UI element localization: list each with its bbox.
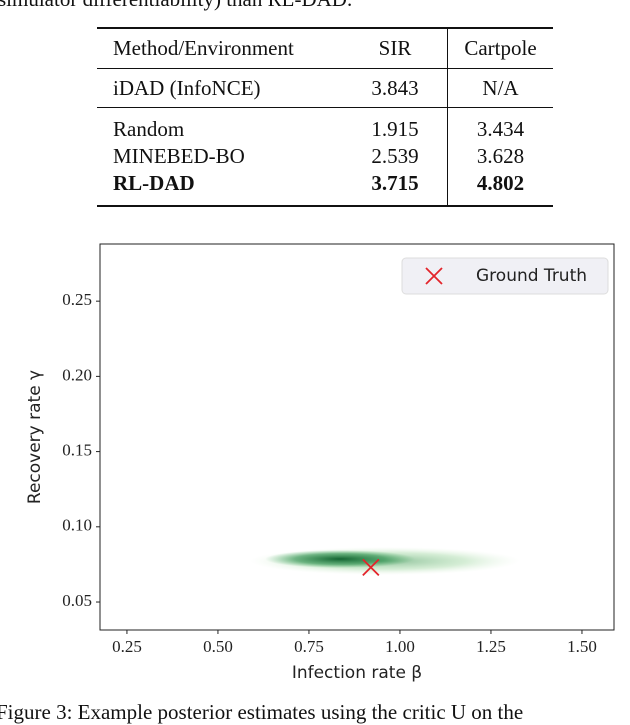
table-cell: N/A (447, 68, 553, 108)
caption: Figure 3: Example posterior estimates us… (0, 700, 524, 724)
table-cell: 3.843 (343, 68, 448, 108)
y-tick-label: 0.05 (62, 591, 92, 610)
legend-marker (425, 267, 443, 285)
x-tick-label: 1.00 (385, 637, 415, 656)
x-tick-label: 1.25 (476, 637, 506, 656)
table-cell: MINEBED-BO (113, 144, 245, 168)
table-cell: Random (113, 117, 185, 141)
results-table: Method/Environment SIR Cartpole iDAD (InfoN… (97, 27, 553, 207)
column-header: Cartpole (447, 28, 553, 69)
table-row: RL-DAD 3.715 4.802 (97, 170, 553, 206)
table-cell: RL-DAD (113, 171, 195, 195)
y-tick-label: 0.15 (62, 440, 92, 459)
column-header: Method/Environment (97, 28, 343, 69)
table-cell: 3.715 (371, 171, 419, 195)
table-row: iDAD (InfoNCE) 3.843 N/A (97, 68, 553, 108)
legend-label: Ground Truth (476, 266, 587, 286)
column-header: SIR (343, 28, 448, 69)
point (362, 558, 380, 577)
table-cell: 4.802 (447, 170, 553, 206)
y-axis-label: Recovery rate γ (25, 370, 45, 504)
y-tick-label: 0.25 (62, 290, 92, 309)
x-tick-label: 1.50 (567, 637, 597, 656)
table-cell: 2.539 (371, 144, 419, 168)
plot-frame (99, 243, 615, 631)
x-tick-label: 0.50 (203, 637, 233, 656)
y-tick-label: 0.20 (62, 365, 92, 384)
header-row: Method/Environment SIR Cartpole (97, 28, 553, 69)
x-tick-label: 0.25 (112, 637, 142, 656)
y-tick-label: 0.10 (62, 516, 92, 535)
x-axis-label: Infection rate β (292, 663, 422, 683)
table-cell: iDAD (InfoNCE) (97, 68, 343, 108)
table-cell: 3.628 (447, 143, 553, 170)
x-tick-label: 0.75 (294, 637, 324, 656)
table-cell: 3.434 (447, 107, 553, 143)
legend-box (401, 257, 609, 295)
table-cell: 1.915 (371, 117, 419, 141)
table-row: MINEBED-BO 2.539 3.628 (97, 143, 553, 170)
top-text: simulator differentiability) than RL-DAD… (0, 0, 352, 12)
density-core (265, 550, 415, 568)
table-row: Random 1.915 3.434 (97, 107, 553, 143)
